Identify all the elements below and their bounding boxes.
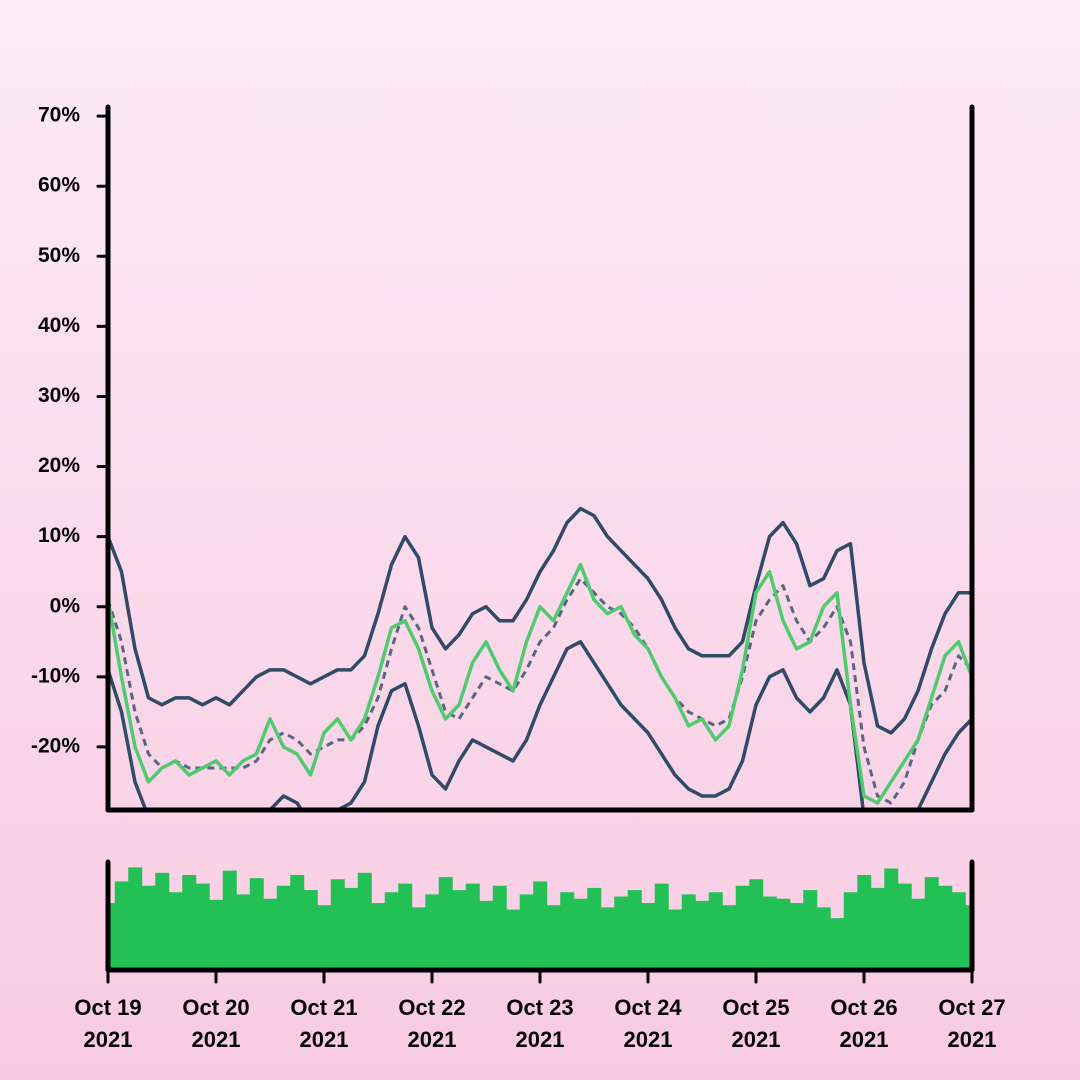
volume-bar xyxy=(965,905,972,970)
volume-bar xyxy=(627,890,642,970)
x-tick-label: Oct 19 2021 xyxy=(74,995,142,1052)
volume-bar xyxy=(357,872,372,970)
volume-bar xyxy=(911,898,926,970)
price-plot xyxy=(108,506,972,810)
y-tick-label: 10% xyxy=(38,524,80,547)
volume-bar xyxy=(951,892,966,970)
volume-bar xyxy=(587,887,602,970)
volume-bar xyxy=(519,894,534,970)
volume-bar xyxy=(263,898,278,970)
y-tick-label: 40% xyxy=(38,314,80,337)
y-tick-label: -20% xyxy=(31,734,80,757)
volume-bar xyxy=(735,885,750,970)
volume-bar xyxy=(128,867,143,970)
volume-bar xyxy=(222,870,237,970)
volume-bar xyxy=(108,903,116,970)
volume-bar xyxy=(465,883,480,970)
x-tick-label: Oct 20 2021 xyxy=(182,995,250,1052)
volume-bar xyxy=(533,881,548,970)
volume-bar xyxy=(924,877,939,970)
series-line xyxy=(108,577,972,805)
volume-bar xyxy=(114,881,129,970)
volume-bar xyxy=(681,894,696,970)
x-tick-label: Oct 23 2021 xyxy=(506,995,574,1052)
volume-bar xyxy=(762,896,777,970)
volume-bar xyxy=(830,918,845,970)
volume-bar xyxy=(168,892,183,970)
volume-plot xyxy=(108,867,972,970)
y-tick-label: 60% xyxy=(38,174,80,197)
x-tick-label: Oct 25 2021 xyxy=(722,995,790,1052)
volume-bar xyxy=(641,903,656,970)
volume-bar xyxy=(195,883,210,970)
series-line xyxy=(108,506,972,735)
volume-bar xyxy=(938,885,953,970)
x-tick-label: Oct 24 2021 xyxy=(614,995,682,1052)
y-tick-label: 30% xyxy=(38,384,80,407)
volume-bar xyxy=(803,890,818,970)
x-tick-label: Oct 22 2021 xyxy=(398,995,466,1052)
x-tick-label: Oct 21 2021 xyxy=(290,995,358,1052)
volume-bar xyxy=(857,874,872,970)
volume-bar xyxy=(897,883,912,970)
volume-bar xyxy=(614,896,629,970)
volume-bar xyxy=(452,890,467,970)
volume-bar xyxy=(506,909,521,970)
volume-bar xyxy=(344,887,359,970)
series-line xyxy=(108,640,972,810)
x-tick-label: Oct 26 2021 xyxy=(830,995,898,1052)
volume-bar xyxy=(209,899,224,970)
volume-bar xyxy=(695,900,710,970)
volume-bar xyxy=(776,898,791,970)
volume-bar xyxy=(479,900,494,970)
volume-bar xyxy=(438,877,453,970)
volume-bar xyxy=(722,905,737,970)
volume-bar xyxy=(573,898,588,970)
volume-bar xyxy=(843,892,858,970)
volume-bar xyxy=(425,894,440,970)
y-tick-label: 70% xyxy=(38,104,80,127)
volume-bar xyxy=(141,885,156,970)
volume-bar xyxy=(668,909,683,970)
volume-bar xyxy=(789,903,804,970)
y-tick-label: 20% xyxy=(38,454,80,477)
axes xyxy=(96,104,975,984)
volume-bar xyxy=(884,868,899,970)
volume-bar xyxy=(749,879,764,970)
volume-bar xyxy=(708,892,723,970)
volume-bar xyxy=(560,892,575,970)
volume-bar xyxy=(546,905,561,970)
y-tick-label: 0% xyxy=(50,594,81,617)
volume-bar xyxy=(290,874,305,970)
volume-bar xyxy=(398,883,413,970)
volume-bar xyxy=(303,890,318,970)
volume-bar xyxy=(654,883,669,970)
volume-bar xyxy=(155,872,170,970)
y-tick-label: 50% xyxy=(38,244,80,267)
volume-bar xyxy=(384,892,399,970)
y-tick-label: -10% xyxy=(31,664,80,687)
volume-bar xyxy=(276,885,291,970)
volume-bar xyxy=(182,874,197,970)
volume-bar xyxy=(371,903,386,970)
volume-bar xyxy=(249,878,264,970)
volume-bar xyxy=(317,905,332,970)
volume-bar xyxy=(236,894,251,970)
x-tick-label: Oct 27 2021 xyxy=(938,995,1006,1052)
volume-bar xyxy=(816,907,831,970)
volume-bar xyxy=(330,879,345,970)
volume-bar xyxy=(870,887,885,970)
volume-bar xyxy=(411,907,426,970)
volume-bar xyxy=(492,885,507,970)
volume-bar xyxy=(600,907,615,970)
series-line xyxy=(108,562,972,805)
